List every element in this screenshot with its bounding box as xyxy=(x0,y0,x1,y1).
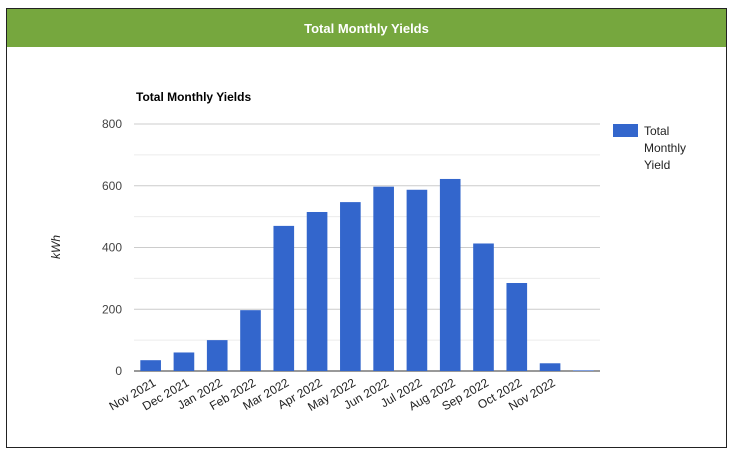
legend-swatch xyxy=(613,124,638,137)
y-tick-label: 800 xyxy=(102,117,122,131)
bar xyxy=(373,186,394,371)
panel-title: Total Monthly Yields xyxy=(7,9,726,47)
bar xyxy=(340,202,361,371)
bar xyxy=(206,340,228,371)
bar xyxy=(539,363,561,371)
bar xyxy=(240,310,261,371)
bar xyxy=(273,225,295,371)
chart-title: Total Monthly Yields xyxy=(136,90,251,104)
bar xyxy=(306,211,328,371)
y-axis-label: kWh xyxy=(49,235,63,259)
legend-label-line: Monthly xyxy=(644,141,686,155)
y-tick-label: 600 xyxy=(102,179,122,193)
y-tick-label: 200 xyxy=(102,302,122,316)
bar xyxy=(506,283,528,371)
bar xyxy=(173,352,195,371)
y-tick-label: 0 xyxy=(115,364,122,378)
bar xyxy=(473,243,494,371)
y-tick-label: 400 xyxy=(102,241,122,255)
bar xyxy=(406,189,428,371)
bar xyxy=(140,360,161,371)
legend-label-line: Total xyxy=(644,124,669,138)
bar xyxy=(439,178,461,371)
legend-label-line: Yield xyxy=(644,158,670,172)
chart-panel: Total Monthly Yields xyxy=(6,8,727,448)
bar xyxy=(573,370,594,371)
legend-label: Total Monthly Yield xyxy=(644,124,686,172)
